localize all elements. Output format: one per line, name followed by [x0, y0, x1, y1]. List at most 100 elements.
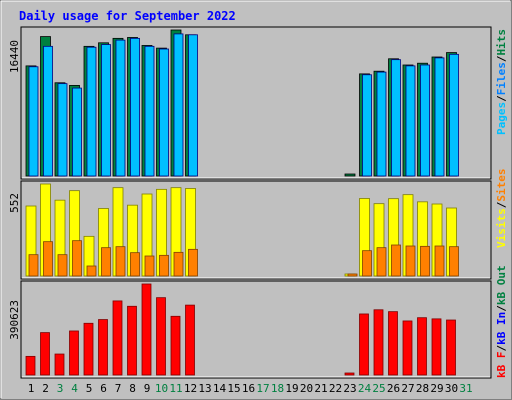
kbf-bar-day-12: [185, 304, 195, 376]
legend-entry: Visits: [495, 208, 508, 248]
y-max-label-middle: 552: [8, 193, 21, 213]
x-tick-label-day-31: 31: [459, 382, 472, 395]
files-bar-day-6: [101, 44, 111, 177]
x-tick-label-day-18: 18: [271, 382, 284, 395]
sites-bar-day-9: [144, 255, 155, 277]
sites-bar-day-27: [405, 245, 416, 277]
x-tick-label-day-11: 11: [169, 382, 182, 395]
files-bar-day-7: [115, 39, 126, 177]
x-tick-label-day-12: 12: [184, 382, 197, 395]
kbf-bar-day-28: [417, 317, 427, 376]
sites-bar-day-28: [420, 245, 430, 277]
sites-bar-day-12: [188, 248, 198, 277]
x-tick-label-day-16: 16: [242, 382, 255, 395]
sites-bar-day-11: [173, 251, 184, 277]
x-tick-label-day-1: 1: [28, 382, 35, 395]
kbf-bar-day-10: [156, 297, 166, 376]
kbf-bar-day-25: [373, 309, 384, 376]
legend-entry: kB In: [495, 312, 508, 345]
hits-bar-day-23: [344, 173, 356, 177]
legend-entry: /: [495, 55, 508, 62]
kbf-bar-day-26: [388, 311, 398, 376]
files-bar-day-10: [159, 48, 169, 177]
kbf-bar-day-3: [54, 353, 65, 376]
files-bar-day-2: [43, 45, 53, 177]
kbf-bar-day-1: [25, 355, 36, 376]
files-bar-day-24: [362, 74, 372, 177]
sites-bar-day-6: [101, 247, 111, 277]
kbf-bar-day-4: [69, 330, 79, 376]
sites-bar-day-24: [362, 250, 372, 277]
chart-title: Daily usage for September 2022: [19, 9, 236, 23]
x-tick-label-day-15: 15: [227, 382, 240, 395]
sites-bar-day-10: [159, 254, 169, 277]
y-max-label-bottom: 390623: [8, 300, 21, 340]
x-tick-label-day-21: 21: [314, 382, 327, 395]
files-bar-day-4: [72, 87, 82, 177]
x-tick-label-day-26: 26: [387, 382, 400, 395]
x-tick-label-day-30: 30: [445, 382, 458, 395]
files-bar-day-12: [188, 34, 198, 177]
x-tick-label-day-28: 28: [416, 382, 429, 395]
kbf-bar-day-6: [98, 319, 108, 376]
sites-bar-day-26: [391, 244, 401, 277]
kbf-bar-day-27: [402, 320, 413, 376]
kbf-bar-day-30: [446, 319, 456, 376]
x-tick-label-day-19: 19: [285, 382, 298, 395]
legend-bottom: kB F/kB In/kB Out: [495, 265, 508, 378]
files-bar-day-26: [391, 59, 401, 177]
x-tick-label-day-10: 10: [155, 382, 168, 395]
files-bar-day-27: [405, 65, 416, 177]
kbf-bar-day-29: [431, 318, 442, 376]
x-tick-label-day-7: 7: [115, 382, 122, 395]
kbf-bar-day-23: [344, 372, 355, 376]
legend-entry: Sites: [495, 169, 508, 202]
files-bar-day-25: [376, 71, 387, 177]
sites-bar-day-29: [434, 245, 445, 277]
x-tick-label-day-5: 5: [86, 382, 93, 395]
legend-middle: Visits/Sites: [495, 169, 508, 249]
kbf-bar-day-8: [127, 305, 137, 376]
sites-bar-day-2: [43, 241, 53, 277]
sites-bar-day-30: [449, 246, 459, 277]
x-tick-label-day-13: 13: [198, 382, 211, 395]
files-bar-day-28: [420, 64, 430, 177]
files-bar-day-3: [57, 83, 68, 177]
files-bar-day-11: [173, 33, 184, 177]
files-bar-day-29: [434, 57, 445, 177]
x-tick-label-day-9: 9: [144, 382, 151, 395]
kbf-bar-day-7: [112, 300, 123, 376]
x-tick-label-day-3: 3: [57, 382, 64, 395]
kbf-bar-day-2: [40, 332, 50, 376]
x-tick-label-day-20: 20: [300, 382, 313, 395]
sites-bar-day-7: [115, 246, 126, 277]
legend-entry: /: [495, 95, 508, 102]
sites-bar-day-8: [130, 252, 140, 277]
legend-entry: kB F: [495, 352, 508, 379]
x-tick-label-day-25: 25: [372, 382, 385, 395]
files-bar-day-9: [144, 45, 155, 177]
sites-bar-day-25: [376, 247, 387, 277]
x-tick-label-day-8: 8: [129, 382, 136, 395]
x-tick-label-day-2: 2: [42, 382, 49, 395]
kbf-bar-day-11: [170, 315, 181, 376]
kbf-bar-day-5: [83, 322, 94, 376]
x-tick-label-day-14: 14: [213, 382, 227, 395]
sites-bar-day-1: [28, 254, 39, 277]
files-bar-day-1: [28, 66, 39, 177]
legend-entry: kB Out: [495, 265, 508, 305]
y-max-label-top: 16440: [8, 40, 21, 73]
x-tick-label-day-24: 24: [358, 382, 372, 395]
x-tick-label-day-23: 23: [343, 382, 356, 395]
x-tick-label-day-22: 22: [329, 382, 342, 395]
files-bar-day-5: [86, 46, 97, 177]
sites-bar-day-23: [347, 273, 358, 277]
sites-bar-day-5: [86, 265, 97, 277]
x-tick-label-day-6: 6: [100, 382, 107, 395]
x-tick-label-day-27: 27: [401, 382, 414, 395]
kbf-bar-day-24: [359, 313, 369, 376]
legend-entry: Files: [495, 62, 508, 95]
legend-entry: /: [495, 305, 508, 312]
sites-bar-day-3: [57, 254, 68, 277]
